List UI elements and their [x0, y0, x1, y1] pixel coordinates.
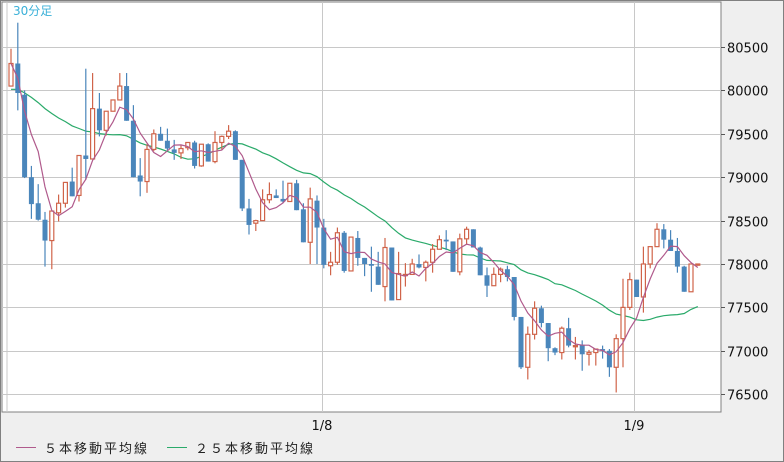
plot-area [1, 1, 722, 413]
price-tick-label: 80000 [727, 85, 768, 100]
price-tick-label: 79500 [727, 129, 768, 144]
price-tick-label: 77000 [727, 346, 768, 361]
date-tick-label: 1/9 [624, 419, 645, 434]
date-axis: 1/8 1/9 [312, 419, 645, 434]
timeframe-label: 30分足 [13, 4, 52, 18]
date-tick-label: 1/8 [312, 419, 333, 434]
price-tick-label: 78000 [727, 259, 768, 274]
ma25-line [10, 88, 699, 322]
price-tick-label: 79000 [727, 172, 768, 187]
price-tick-label: 78500 [727, 216, 768, 231]
legend-label-ma5: ５本移動平均線 [44, 442, 150, 457]
price-tick-label: 76500 [727, 389, 768, 404]
candles [8, 22, 701, 393]
legend-item-ma5: ５本移動平均線 [16, 438, 149, 457]
legend-item-ma25: ２５本移動平均線 [167, 438, 315, 457]
ma5-swatch [16, 447, 36, 448]
ma5-line [10, 63, 699, 356]
legend-label-ma25: ２５本移動平均線 [195, 442, 316, 457]
price-axis: 80500 80000 79500 79000 78500 78000 77500 77000… [721, 42, 768, 404]
price-tick-label: 80500 [727, 42, 768, 57]
price-tick-label: 77500 [727, 302, 768, 317]
legend: ５本移動平均線 ２５本移動平均線 [16, 438, 315, 457]
date-gridlines [322, 2, 635, 412]
ma25-swatch [167, 447, 188, 448]
